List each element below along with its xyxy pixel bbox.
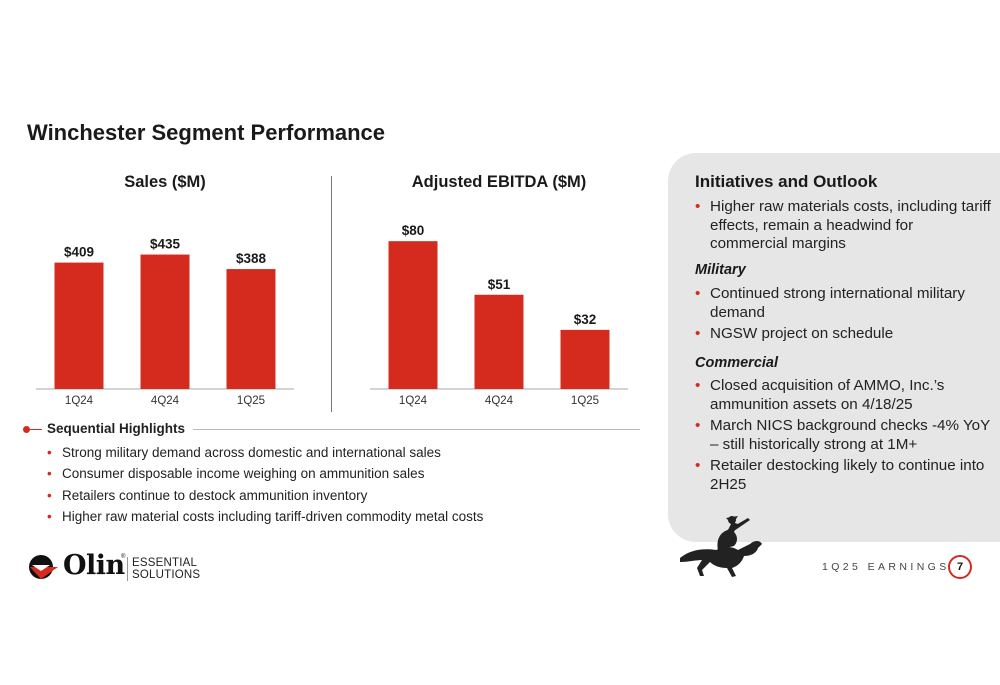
page-number: 7 bbox=[956, 561, 964, 573]
military-subheading: Military bbox=[695, 262, 746, 278]
olin-tagline: ESSENTIAL SOLUTIONS bbox=[132, 557, 200, 581]
data-label: $80 bbox=[402, 223, 425, 238]
military-list: Continued strong international military … bbox=[695, 285, 995, 347]
sales-bar-chart: $409 1Q24 $435 4Q24 $388 1Q25 bbox=[36, 237, 294, 407]
commercial-subheading: Commercial bbox=[695, 355, 779, 371]
bar-1q24 bbox=[388, 241, 438, 389]
highlights-item: Strong military demand across domestic a… bbox=[47, 442, 483, 464]
highlights-rule bbox=[193, 429, 640, 430]
highlights-list: Strong military demand across domestic a… bbox=[47, 442, 483, 527]
commercial-item: March NICS background checks -4% YoY – s… bbox=[695, 417, 995, 454]
commercial-item: Closed acquisition of AMMO, Inc.’s ammun… bbox=[695, 377, 995, 414]
military-item: NGSW project on schedule bbox=[695, 325, 995, 344]
ebitda-bar-chart: $80 1Q24 $51 4Q24 $32 1Q25 bbox=[370, 223, 628, 407]
olin-tagline-line2: SOLUTIONS bbox=[132, 569, 201, 581]
page-title: Winchester Segment Performance bbox=[27, 120, 386, 145]
sales-chart-title: Sales ($M) bbox=[124, 173, 206, 191]
olin-wordmark: Olin bbox=[63, 550, 125, 581]
highlights-title: Sequential Highlights bbox=[47, 421, 186, 436]
bar-1q25 bbox=[226, 269, 276, 389]
highlights-bullet-dot bbox=[23, 426, 30, 433]
ebitda-chart-title: Adjusted EBITDA ($M) bbox=[411, 173, 587, 191]
data-label: $409 bbox=[64, 245, 94, 260]
winchester-horse-rider-icon bbox=[680, 516, 762, 577]
logo-separator bbox=[127, 557, 128, 581]
x-tick-label: 4Q24 bbox=[485, 395, 514, 407]
x-tick-label: 4Q24 bbox=[151, 395, 180, 407]
bar-4q24 bbox=[474, 294, 524, 389]
highlights-item: Retailers continue to destock ammunition… bbox=[47, 485, 483, 507]
outlook-main-list: Higher raw materials costs, including ta… bbox=[695, 198, 995, 257]
olin-registered-mark: ® bbox=[121, 554, 126, 560]
olin-logo: Olin ® ESSENTIAL SOLUTIONS bbox=[27, 550, 207, 584]
data-label: $51 bbox=[488, 277, 511, 292]
bar-1q24 bbox=[54, 262, 104, 389]
olin-tagline-line1: ESSENTIAL bbox=[132, 557, 198, 569]
bar-4q24 bbox=[140, 254, 190, 389]
commercial-item: Retailer destocking likely to continue i… bbox=[695, 457, 995, 494]
outlook-title: Initiatives and Outlook bbox=[695, 172, 878, 191]
data-label: $388 bbox=[236, 251, 267, 266]
bar-1q25 bbox=[560, 329, 610, 389]
x-tick-label: 1Q25 bbox=[571, 395, 599, 407]
chart-divider bbox=[331, 176, 332, 412]
highlights-item: Consumer disposable income weighing on a… bbox=[47, 463, 483, 485]
outlook-item: Higher raw materials costs, including ta… bbox=[695, 198, 995, 254]
data-label: $435 bbox=[150, 237, 181, 252]
highlights-item: Higher raw material costs including tari… bbox=[47, 506, 483, 528]
highlights-dot-line bbox=[30, 429, 42, 430]
x-tick-label: 1Q24 bbox=[65, 395, 94, 407]
page-number-badge: 7 bbox=[948, 555, 972, 579]
x-tick-label: 1Q24 bbox=[399, 395, 428, 407]
military-item: Continued strong international military … bbox=[695, 285, 995, 322]
data-label: $32 bbox=[574, 312, 597, 327]
olin-logo-icon bbox=[29, 555, 58, 579]
commercial-list: Closed acquisition of AMMO, Inc.’s ammun… bbox=[695, 377, 995, 497]
footer-label: 1Q25 EARNINGS bbox=[822, 561, 950, 573]
x-tick-label: 1Q25 bbox=[237, 395, 265, 407]
